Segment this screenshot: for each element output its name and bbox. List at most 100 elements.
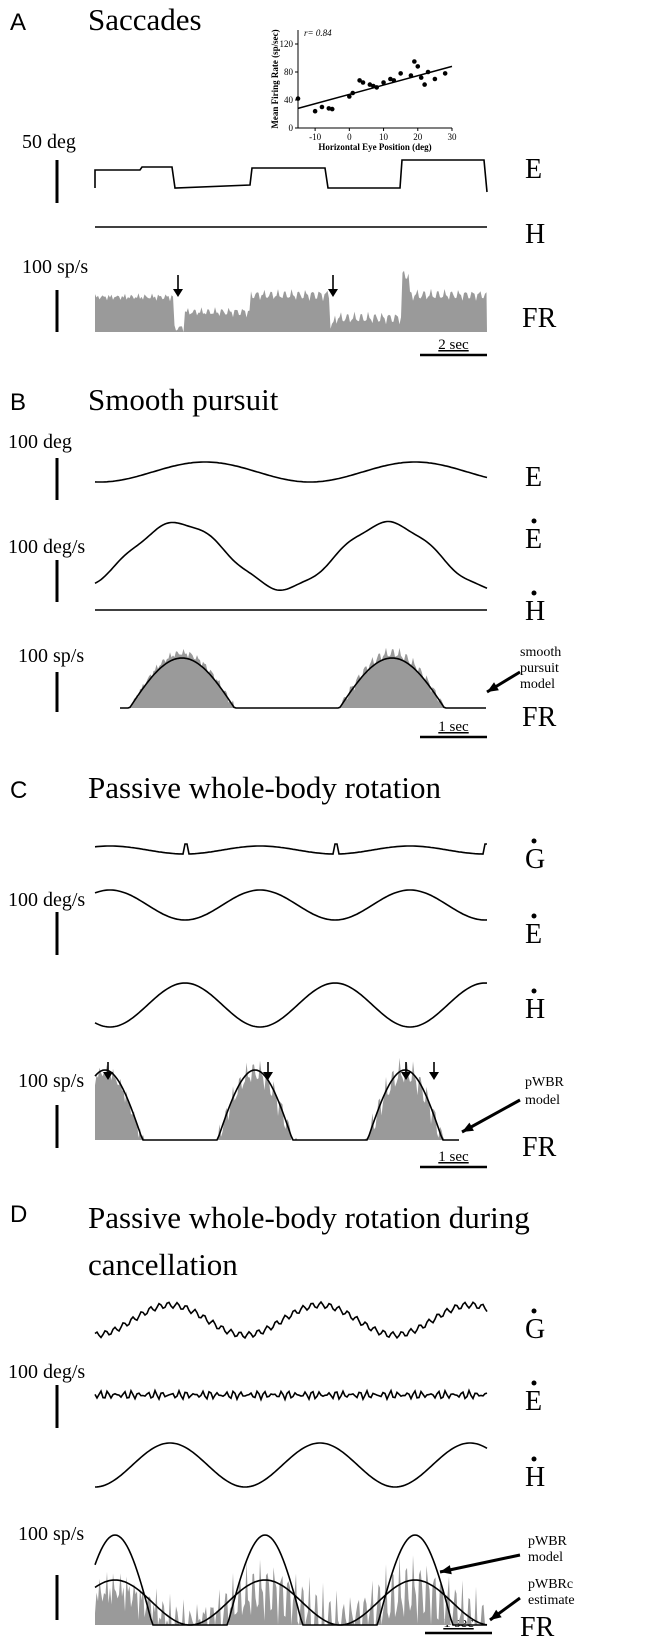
trace-label: FR (522, 1132, 557, 1163)
arrow-head (328, 289, 338, 297)
y-tick-label: 40 (284, 95, 294, 105)
y-tick-label: 80 (284, 67, 294, 77)
y-tick-label: 120 (280, 39, 294, 49)
model (94, 1069, 459, 1141)
time-scale: 1 sec (438, 1149, 469, 1165)
arrow-head (462, 1122, 474, 1132)
trace-label: G (525, 844, 545, 875)
x-axis-label: Horizontal Eye Position (deg) (318, 142, 431, 152)
trace (94, 1442, 488, 1488)
panel-letter: D (10, 1201, 27, 1228)
scatter-point (432, 76, 438, 82)
scatter-point (422, 82, 427, 87)
x-tick-label: -10 (309, 132, 321, 142)
arrow-head (103, 1072, 113, 1080)
scale-label: 100 sp/s (18, 645, 84, 667)
x-tick-label: 20 (413, 132, 423, 142)
scale-label: 100 deg/s (8, 1361, 85, 1383)
panel-letter: A (10, 9, 26, 36)
panel-letter: B (10, 389, 26, 416)
derivative-dot (531, 590, 537, 596)
derivative-dot (531, 518, 537, 524)
arrow-head (401, 1072, 411, 1080)
trace-label: FR (522, 303, 557, 334)
trace (94, 982, 488, 1028)
scatter-point (319, 104, 325, 110)
panel-title: Passive whole-body rotation (88, 770, 442, 805)
annotation: pursuit (520, 661, 559, 676)
model (120, 657, 486, 709)
derivative-dot (531, 1456, 537, 1462)
scatter-point (415, 64, 421, 69)
time-scale: 1 sec (438, 719, 469, 735)
panel-title: Smooth pursuit (88, 382, 279, 417)
annotation: pWBR (528, 1534, 568, 1549)
panel-title: cancellation (88, 1247, 238, 1282)
trace-label: FR (522, 702, 557, 733)
scatter-point (312, 108, 318, 114)
trace-label: E (525, 919, 542, 950)
annotation: model (525, 1093, 560, 1108)
panel-letter: C (10, 777, 27, 804)
arrow-head (440, 1565, 452, 1575)
arrow-head (490, 1609, 502, 1620)
trace (94, 461, 488, 483)
trace-label: H (525, 994, 545, 1025)
scatter-point (295, 96, 301, 101)
arrow-head (487, 682, 499, 692)
trace-label: FR (520, 1612, 555, 1638)
firing-rate (95, 1057, 487, 1140)
scale-label: 100 sp/s (18, 1070, 84, 1092)
annotation: model (528, 1550, 563, 1565)
model (94, 1534, 487, 1626)
panel-title: Passive whole-body rotation during (88, 1200, 530, 1235)
y-tick-label: 0 (289, 123, 294, 133)
x-tick-label: 10 (379, 132, 389, 142)
trace (94, 1300, 488, 1340)
trace-label: E (525, 462, 542, 493)
trace-label: H (525, 596, 545, 627)
trace-label: E (525, 1386, 542, 1417)
derivative-dot (531, 1308, 537, 1314)
trace (94, 159, 488, 193)
scatter-point (412, 59, 417, 64)
scatter-point (329, 106, 335, 112)
annotation: estimate (528, 1593, 575, 1608)
x-tick-label: 30 (448, 132, 458, 142)
scatter-point (442, 71, 448, 76)
arrow-head (429, 1072, 439, 1080)
scatter-point (360, 80, 366, 85)
y-axis-label: Mean Firing Rate (sp/sec) (270, 29, 280, 128)
panel-title: Saccades (88, 2, 202, 37)
scale-label: 50 deg (22, 131, 76, 153)
trace-label: E (525, 524, 542, 555)
trace-label: H (525, 219, 545, 250)
trace (94, 843, 487, 855)
trace-label: H (525, 1462, 545, 1493)
annotation: r= 0.84 (304, 28, 332, 38)
scatter-point (374, 85, 380, 90)
scale-label: 100 sp/s (18, 1523, 84, 1545)
annotation: pWBR (525, 1075, 565, 1090)
trace (94, 889, 488, 921)
scatter-point (418, 75, 424, 80)
x-tick-label: 0 (347, 132, 352, 142)
scale-label: 100 sp/s (22, 256, 88, 278)
annotation: smooth (520, 645, 561, 660)
trace (94, 520, 488, 591)
time-scale: 2 sec (438, 337, 469, 353)
trace-label: G (525, 1314, 545, 1345)
firing-rate (95, 647, 487, 708)
scatter-point (326, 106, 332, 111)
scatter-point (408, 73, 414, 78)
estimate (94, 1579, 488, 1626)
annotation: pWBRc (528, 1577, 573, 1592)
arrow-head (263, 1072, 273, 1080)
derivative-dot (531, 838, 537, 844)
scale-label: 100 deg (8, 431, 72, 453)
derivative-dot (531, 988, 537, 994)
arrow-head (173, 289, 183, 297)
scatter-point (391, 78, 397, 83)
scatter-point (357, 78, 362, 83)
